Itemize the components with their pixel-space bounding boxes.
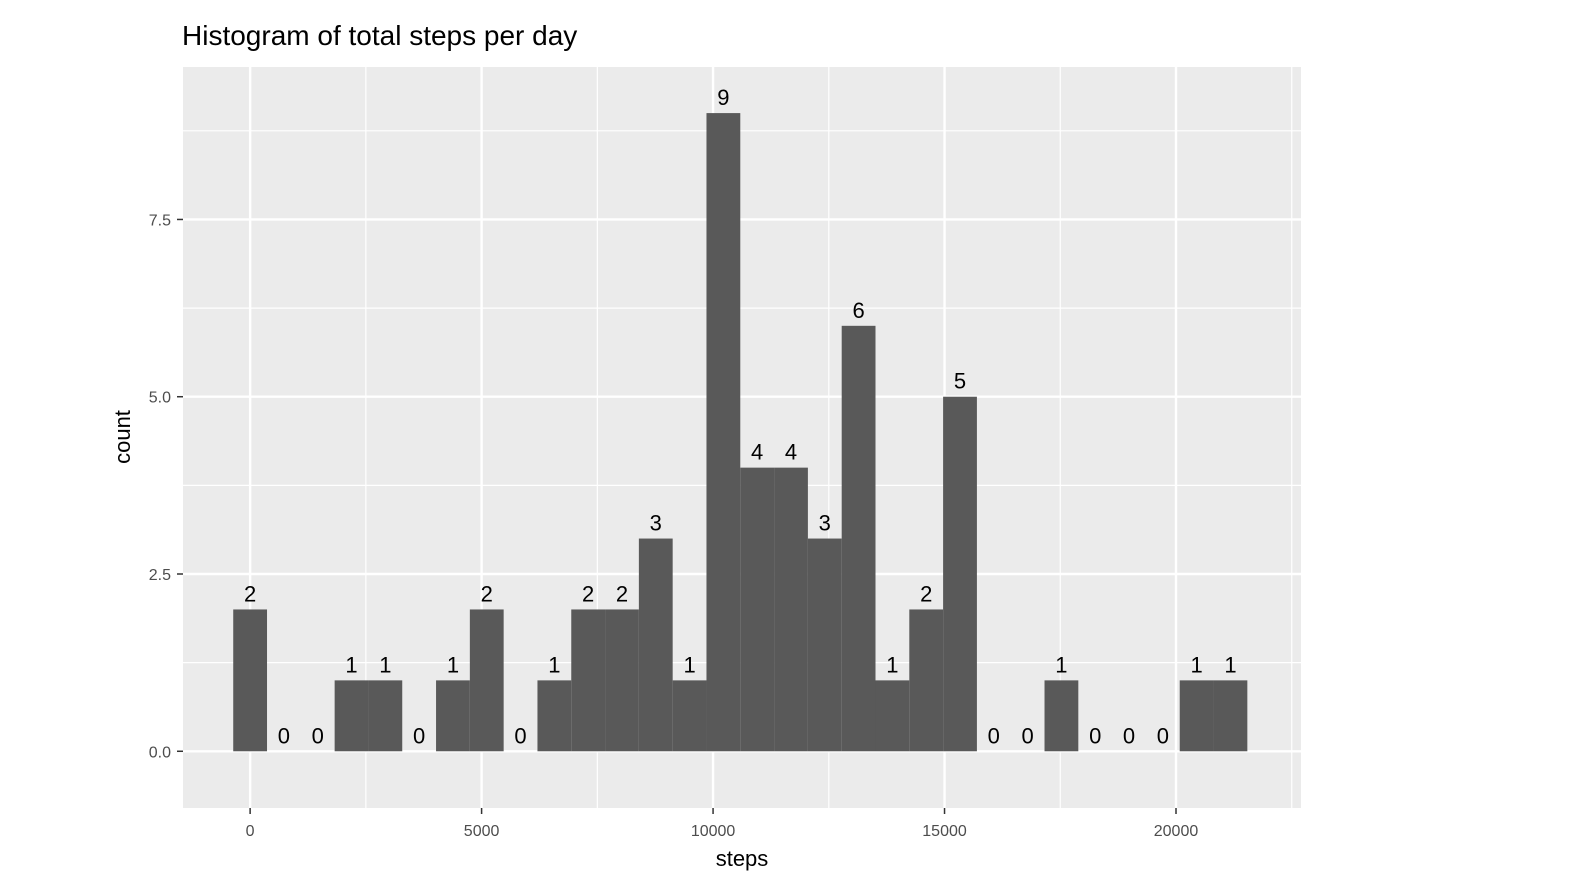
bar-count-label: 5 (954, 369, 966, 394)
histogram-bar (537, 680, 572, 752)
histogram-bar (605, 609, 639, 752)
histogram-bar (1044, 680, 1079, 752)
bar-count-label: 0 (1157, 723, 1169, 748)
histogram-bar (774, 467, 808, 752)
bar-count-label: 1 (1191, 652, 1203, 677)
bar-count-label: 2 (244, 581, 256, 606)
histogram-bar (571, 609, 606, 752)
bar-count-label: 1 (447, 652, 459, 677)
bar-count-label: 3 (819, 511, 831, 536)
x-tick-label: 20000 (1154, 823, 1199, 840)
bar-count-label: 9 (717, 85, 729, 110)
bar-count-label: 0 (1089, 723, 1101, 748)
histogram-bar (841, 325, 876, 752)
bar-count-label: 0 (1123, 723, 1135, 748)
histogram-bar (1179, 680, 1214, 752)
x-axis-ticks: 0 5000 10000 15000 20000 (246, 808, 1199, 840)
y-tick-label: 5.0 (149, 390, 171, 407)
y-axis-ticks: 0.0 2.5 5.0 7.5 (149, 212, 183, 761)
x-tick-label: 15000 (922, 823, 967, 840)
histogram-bar (1213, 680, 1248, 752)
bar-count-label: 2 (481, 581, 493, 606)
bar-count-label: 1 (345, 652, 357, 677)
x-axis-title: steps (716, 846, 769, 871)
bars (233, 113, 1248, 752)
x-tick-label: 0 (246, 823, 255, 840)
bar-count-label: 1 (683, 652, 695, 677)
bar-count-label: 4 (751, 440, 763, 465)
bar-count-label: 1 (379, 652, 391, 677)
y-tick-label: 0.0 (149, 744, 171, 761)
histogram-bar (233, 609, 268, 752)
x-tick-label: 10000 (691, 823, 736, 840)
bar-count-label: 4 (785, 440, 797, 465)
histogram-bar (368, 680, 403, 752)
y-tick-label: 2.5 (149, 567, 171, 584)
bar-count-label: 0 (514, 723, 526, 748)
histogram-bar (469, 609, 504, 752)
bar-count-label: 0 (312, 723, 324, 748)
bar-count-label: 2 (582, 581, 594, 606)
histogram-bar (740, 467, 775, 752)
bar-count-label: 0 (988, 723, 1000, 748)
bar-count-label: 1 (1055, 652, 1067, 677)
histogram-bar (943, 396, 977, 752)
histogram-bar (436, 680, 470, 752)
bar-count-label: 1 (1224, 652, 1236, 677)
bar-count-label: 0 (1021, 723, 1033, 748)
bar-count-label: 0 (413, 723, 425, 748)
bar-count-label: 0 (278, 723, 290, 748)
histogram-bar (807, 538, 842, 752)
y-axis-title: count (110, 410, 135, 464)
bar-count-label: 1 (548, 652, 560, 677)
bar-count-label: 1 (886, 652, 898, 677)
bar-count-label: 2 (920, 581, 932, 606)
histogram-bar (334, 680, 369, 752)
bar-count-label: 6 (852, 298, 864, 323)
chart-title: Histogram of total steps per day (182, 20, 577, 51)
bar-count-label: 2 (616, 581, 628, 606)
histogram-bar (672, 680, 707, 752)
x-tick-label: 5000 (464, 823, 500, 840)
bar-count-label: 3 (650, 511, 662, 536)
histogram-bar (706, 113, 741, 752)
y-tick-label: 7.5 (149, 212, 171, 229)
histogram-bar (875, 680, 910, 752)
histogram-bar (638, 538, 673, 752)
histogram-bar (909, 609, 944, 752)
